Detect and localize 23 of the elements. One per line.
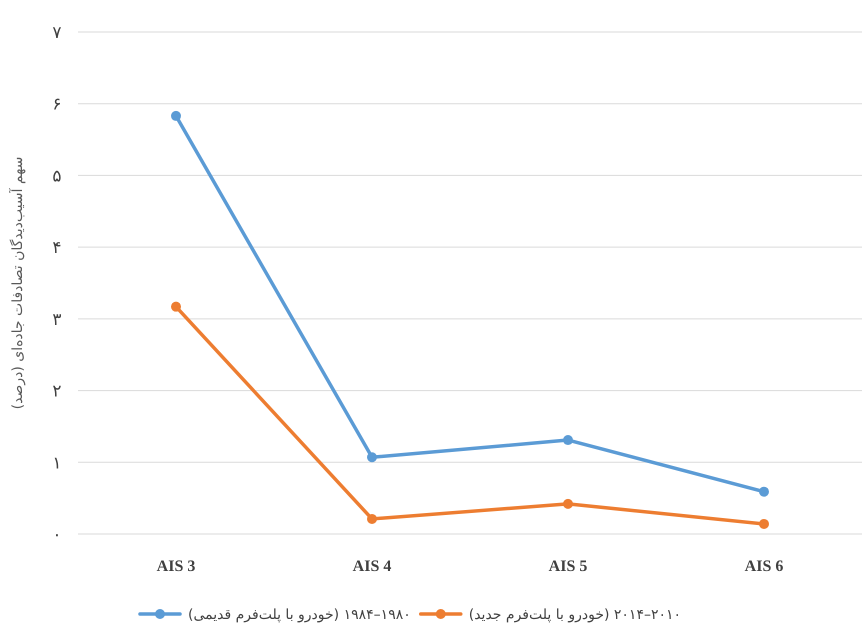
y-axis-title: سهم آسیب‌دیدگان تصادفات جاده‌ای (درصد) — [8, 156, 26, 410]
x-tick-label: AIS 6 — [744, 558, 784, 575]
y-tick-label: ۷ — [52, 23, 62, 43]
y-tick-label: ۰ — [52, 525, 62, 545]
y-tick-label: ۴ — [52, 238, 62, 258]
point — [171, 110, 181, 121]
point — [367, 514, 377, 524]
x-tick-label: AIS 4 — [352, 558, 392, 575]
point — [563, 435, 573, 446]
legend-label: ۱۹۸۰–۱۹۸۴ (خودرو با پلت‌فرم قدیمی) — [188, 607, 411, 623]
y-tick-label: ۵ — [52, 166, 62, 186]
point — [171, 302, 181, 312]
point — [367, 452, 377, 462]
x-tick-label: AIS 3 — [156, 558, 196, 575]
y-tick-label: ۲ — [52, 382, 62, 402]
point — [759, 518, 769, 529]
y-tick-label: ۶ — [52, 94, 62, 115]
x-tick-label: AIS 5 — [548, 558, 588, 575]
point — [563, 498, 573, 509]
point — [759, 486, 769, 497]
legend-label: ۲۰۱۰–۲۰۱۴ (خودرو با پلت‌فرم جدید) — [468, 607, 682, 623]
y-tick-label: ۱ — [52, 453, 62, 474]
y-tick-label: ۳ — [52, 310, 62, 330]
